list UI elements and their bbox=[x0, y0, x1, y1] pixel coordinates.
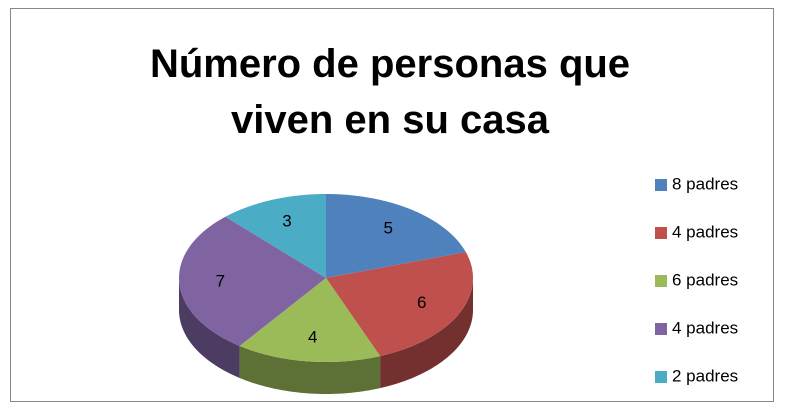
legend-label: 2 padres bbox=[672, 366, 738, 385]
data-label: 4 bbox=[308, 327, 317, 346]
pie-slice bbox=[326, 194, 466, 278]
chart-title: Número de personas que viven en su casa bbox=[149, 42, 631, 142]
legend-swatch bbox=[655, 371, 667, 383]
chart-frame bbox=[10, 8, 774, 402]
legend-label: 6 padres bbox=[672, 270, 738, 289]
pie-slice bbox=[179, 216, 326, 346]
legend-label: 8 padres bbox=[672, 174, 738, 193]
data-label: 3 bbox=[282, 211, 291, 230]
legend-swatch bbox=[655, 227, 667, 239]
legend-label: 4 padres bbox=[672, 318, 738, 337]
pie-side bbox=[239, 345, 381, 394]
data-label: 7 bbox=[216, 271, 225, 290]
legend-label: 4 padres bbox=[672, 222, 738, 241]
pie-slice bbox=[225, 194, 326, 278]
data-label: 6 bbox=[417, 293, 426, 312]
legend-swatch bbox=[655, 179, 667, 191]
pie-slice bbox=[239, 278, 381, 362]
legend-swatch bbox=[655, 275, 667, 287]
data-label: 5 bbox=[383, 219, 392, 238]
pie-side bbox=[179, 278, 240, 378]
legend-swatch bbox=[655, 323, 667, 335]
pie-side bbox=[380, 278, 473, 389]
pie-slice bbox=[326, 252, 473, 357]
